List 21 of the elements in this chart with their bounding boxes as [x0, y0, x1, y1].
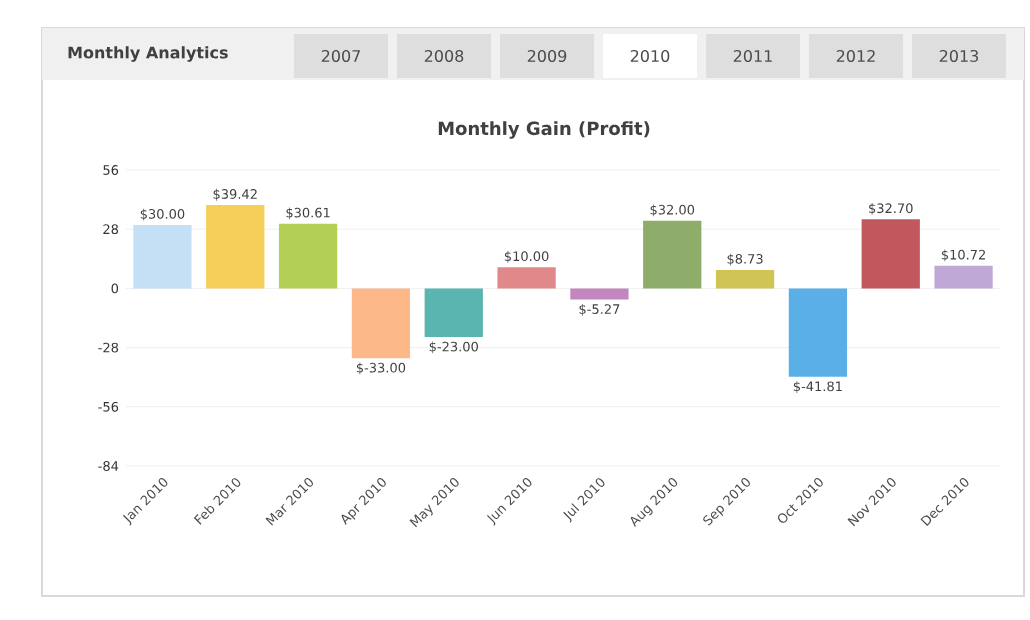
- text: 2011: [733, 49, 772, 63]
- bar: [424, 288, 483, 338]
- text: 2009: [527, 49, 567, 63]
- bar: [934, 265, 993, 289]
- bar: [497, 267, 556, 289]
- bar: [788, 288, 848, 377]
- text: 2012: [836, 49, 875, 63]
- chart-title: Monthly Gain (Profit): [438, 121, 650, 139]
- text: 2010: [630, 49, 670, 63]
- text: 2008: [424, 49, 464, 63]
- bar: [570, 288, 629, 300]
- bar: [351, 288, 411, 359]
- bar: [715, 269, 775, 289]
- bar: [133, 224, 192, 289]
- bar: [278, 223, 338, 289]
- bar: [861, 219, 920, 289]
- bar: [643, 220, 702, 289]
- bar: [206, 205, 265, 289]
- text: 2013: [939, 49, 979, 63]
- text: Monthly Analytics: [68, 46, 228, 62]
- text: 2007: [321, 49, 360, 63]
